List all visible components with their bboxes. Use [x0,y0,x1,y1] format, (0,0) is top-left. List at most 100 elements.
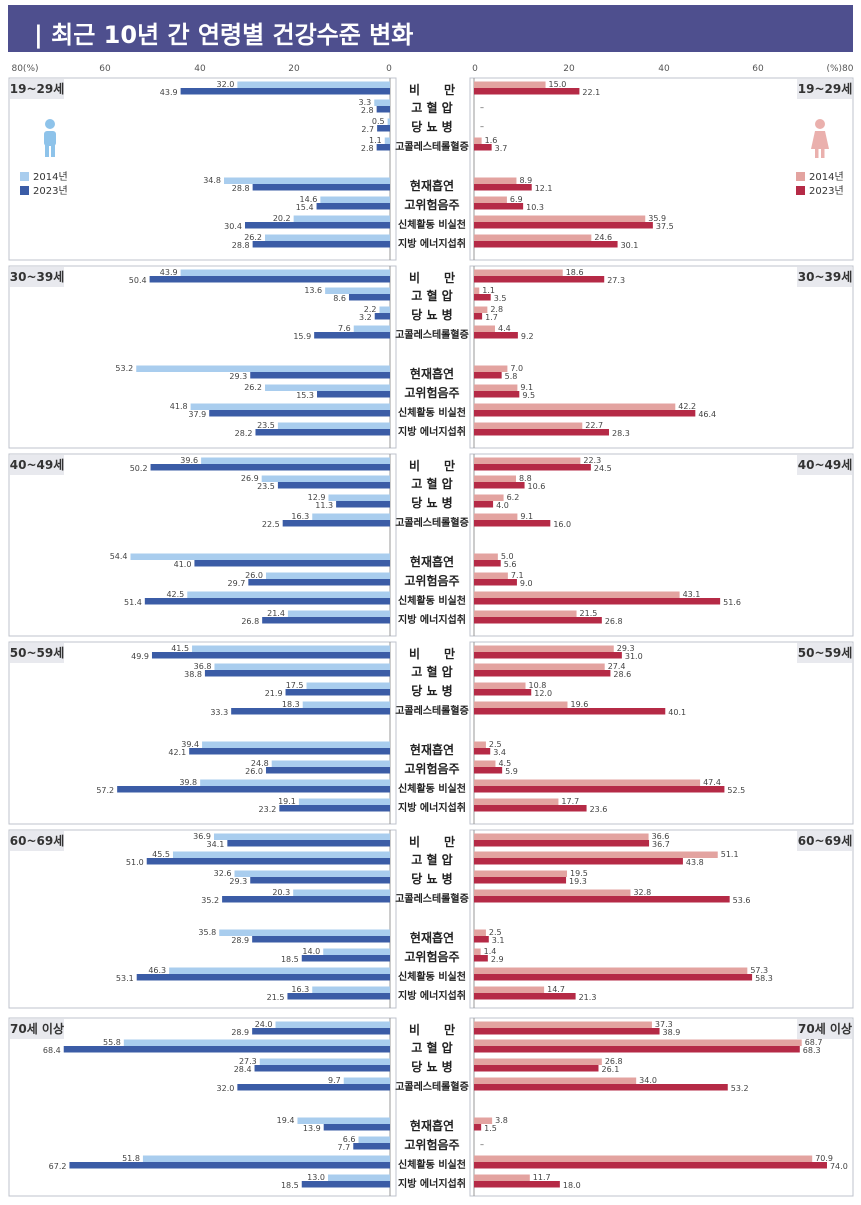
bar-male-2014 [265,384,390,391]
value-label-male-2023: 42.1 [168,748,186,757]
age-badge-male [10,455,64,475]
category-label: 비 만 [409,834,455,849]
axis-tick-left: 80(%) [11,64,38,74]
value-label-male-2014: 39.8 [179,778,197,787]
bar-male-2014 [293,889,390,896]
value-label-female-2014: 29.3 [617,644,635,653]
panel-female [469,265,854,449]
bar-male-2023 [237,1084,390,1091]
bar-male-2014 [265,234,390,241]
bar-female-2023 [474,955,488,962]
value-label-female-2023: 9.5 [522,391,535,400]
bar-female-2023 [474,670,611,677]
bar-female-2014 [474,1058,602,1065]
bar-male-2014 [298,798,390,805]
male-figure-icon [44,131,56,146]
bar-male-2014 [293,215,390,222]
bar-male-2014 [302,701,390,708]
bar-male-2023 [279,805,390,812]
value-label-male-2023: 28.9 [231,1028,249,1037]
bar-male-2023 [194,560,390,567]
age-label-male: 60~69세 [10,833,65,848]
value-label-female-2014: 4.4 [498,324,511,333]
bar-male-2023 [301,1181,390,1188]
value-label-male-2023: 53.1 [116,974,134,983]
bar-male-2023 [287,993,390,1000]
category-label: 신체활동 비실천 [398,218,466,231]
value-label-female-2023: 3.1 [492,936,505,945]
category-label: 현재흡연 [410,742,454,757]
bar-male-2014 [327,1174,390,1181]
value-label-female-2023: 68.3 [803,1046,821,1055]
bar-female-2023 [474,840,650,847]
value-label-male-2023: 41.0 [174,560,192,569]
age-badge-female [797,1019,852,1039]
value-label-female-2014: 10.8 [529,681,547,690]
bar-female-2014 [474,1155,813,1162]
value-label-female-none: – [480,122,484,131]
female-figure-icon [815,119,825,129]
bar-female-2023 [474,1028,660,1035]
bar-male-2014 [312,986,390,993]
value-label-male-2014: 34.8 [203,176,221,185]
bar-male-2014 [277,422,390,429]
value-label-male-2023: 57.2 [96,786,114,795]
bar-male-2014 [123,1039,391,1046]
bar-male-2014 [136,365,390,372]
legend-label-male-2023: 2023년 [33,185,68,197]
category-label: 고위험음주 [404,385,459,400]
value-label-female-2023: 30.1 [621,241,639,250]
bar-male-2023 [353,1143,390,1150]
value-label-female-2014: 51.1 [721,850,739,859]
bar-female-2023 [474,1084,728,1091]
category-label: 고위험음주 [404,949,459,964]
bar-male-2023 [144,598,390,605]
bar-male-2014 [202,741,390,748]
bar-female-2023 [474,877,567,884]
bar-male-2014 [287,610,390,617]
bar-female-2023 [474,482,525,489]
category-label: 고콜레스테롤혈증 [395,328,469,341]
panel-female [469,77,854,261]
value-label-male-2014: 1.1 [369,136,382,145]
value-label-female-2014: 22.3 [583,456,601,465]
bar-female-2014 [474,760,496,767]
bar-female-2014 [474,287,480,294]
category-label: 고콜레스테롤혈증 [395,140,469,153]
value-label-female-2014: 9.1 [520,383,533,392]
value-label-female-2023: 12.1 [535,184,553,193]
value-label-female-2014: 17.7 [561,797,579,806]
title-bar: | 최근 10년 간 연령별 건강수준 변화 [8,5,853,52]
legend-label-female-2014: 2014년 [809,171,844,183]
value-label-male-2023: 28.9 [231,936,249,945]
bar-female-2023 [474,858,683,865]
bar-female-2014 [474,1039,802,1046]
value-label-male-2023: 23.5 [257,482,275,491]
value-label-male-2014: 43.9 [160,268,178,277]
value-label-male-2023: 29.3 [229,372,247,381]
value-label-female-2023: 12.0 [534,689,552,698]
age-badge-female [797,643,852,663]
category-label: 고위험음주 [404,1137,459,1152]
bar-female-2014 [474,384,518,391]
bar-male-2023 [336,501,390,508]
value-label-male-2014: 41.5 [171,644,189,653]
value-label-male-2014: 0.5 [372,117,385,126]
bar-male-2023 [227,840,390,847]
category-label: 비 만 [409,270,455,285]
age-label-female: 60~69세 [798,833,853,848]
bar-male-2014 [306,682,390,689]
category-label: 고위험음주 [404,761,459,776]
value-label-female-2014: 2.5 [489,928,502,937]
bar-male-2023 [151,652,390,659]
value-label-male-2023: 2.7 [361,125,374,134]
value-label-female-2014: 35.9 [648,214,666,223]
value-label-female-2023: 19.3 [569,877,587,886]
value-label-male-2014: 45.5 [152,850,170,859]
value-label-female-2023: 4.0 [496,501,509,510]
bar-male-2023 [204,670,390,677]
bar-female-2023 [474,294,491,301]
age-label-female: 40~49세 [798,457,853,472]
bar-male-2014 [224,177,390,184]
age-badge-male [10,79,64,99]
